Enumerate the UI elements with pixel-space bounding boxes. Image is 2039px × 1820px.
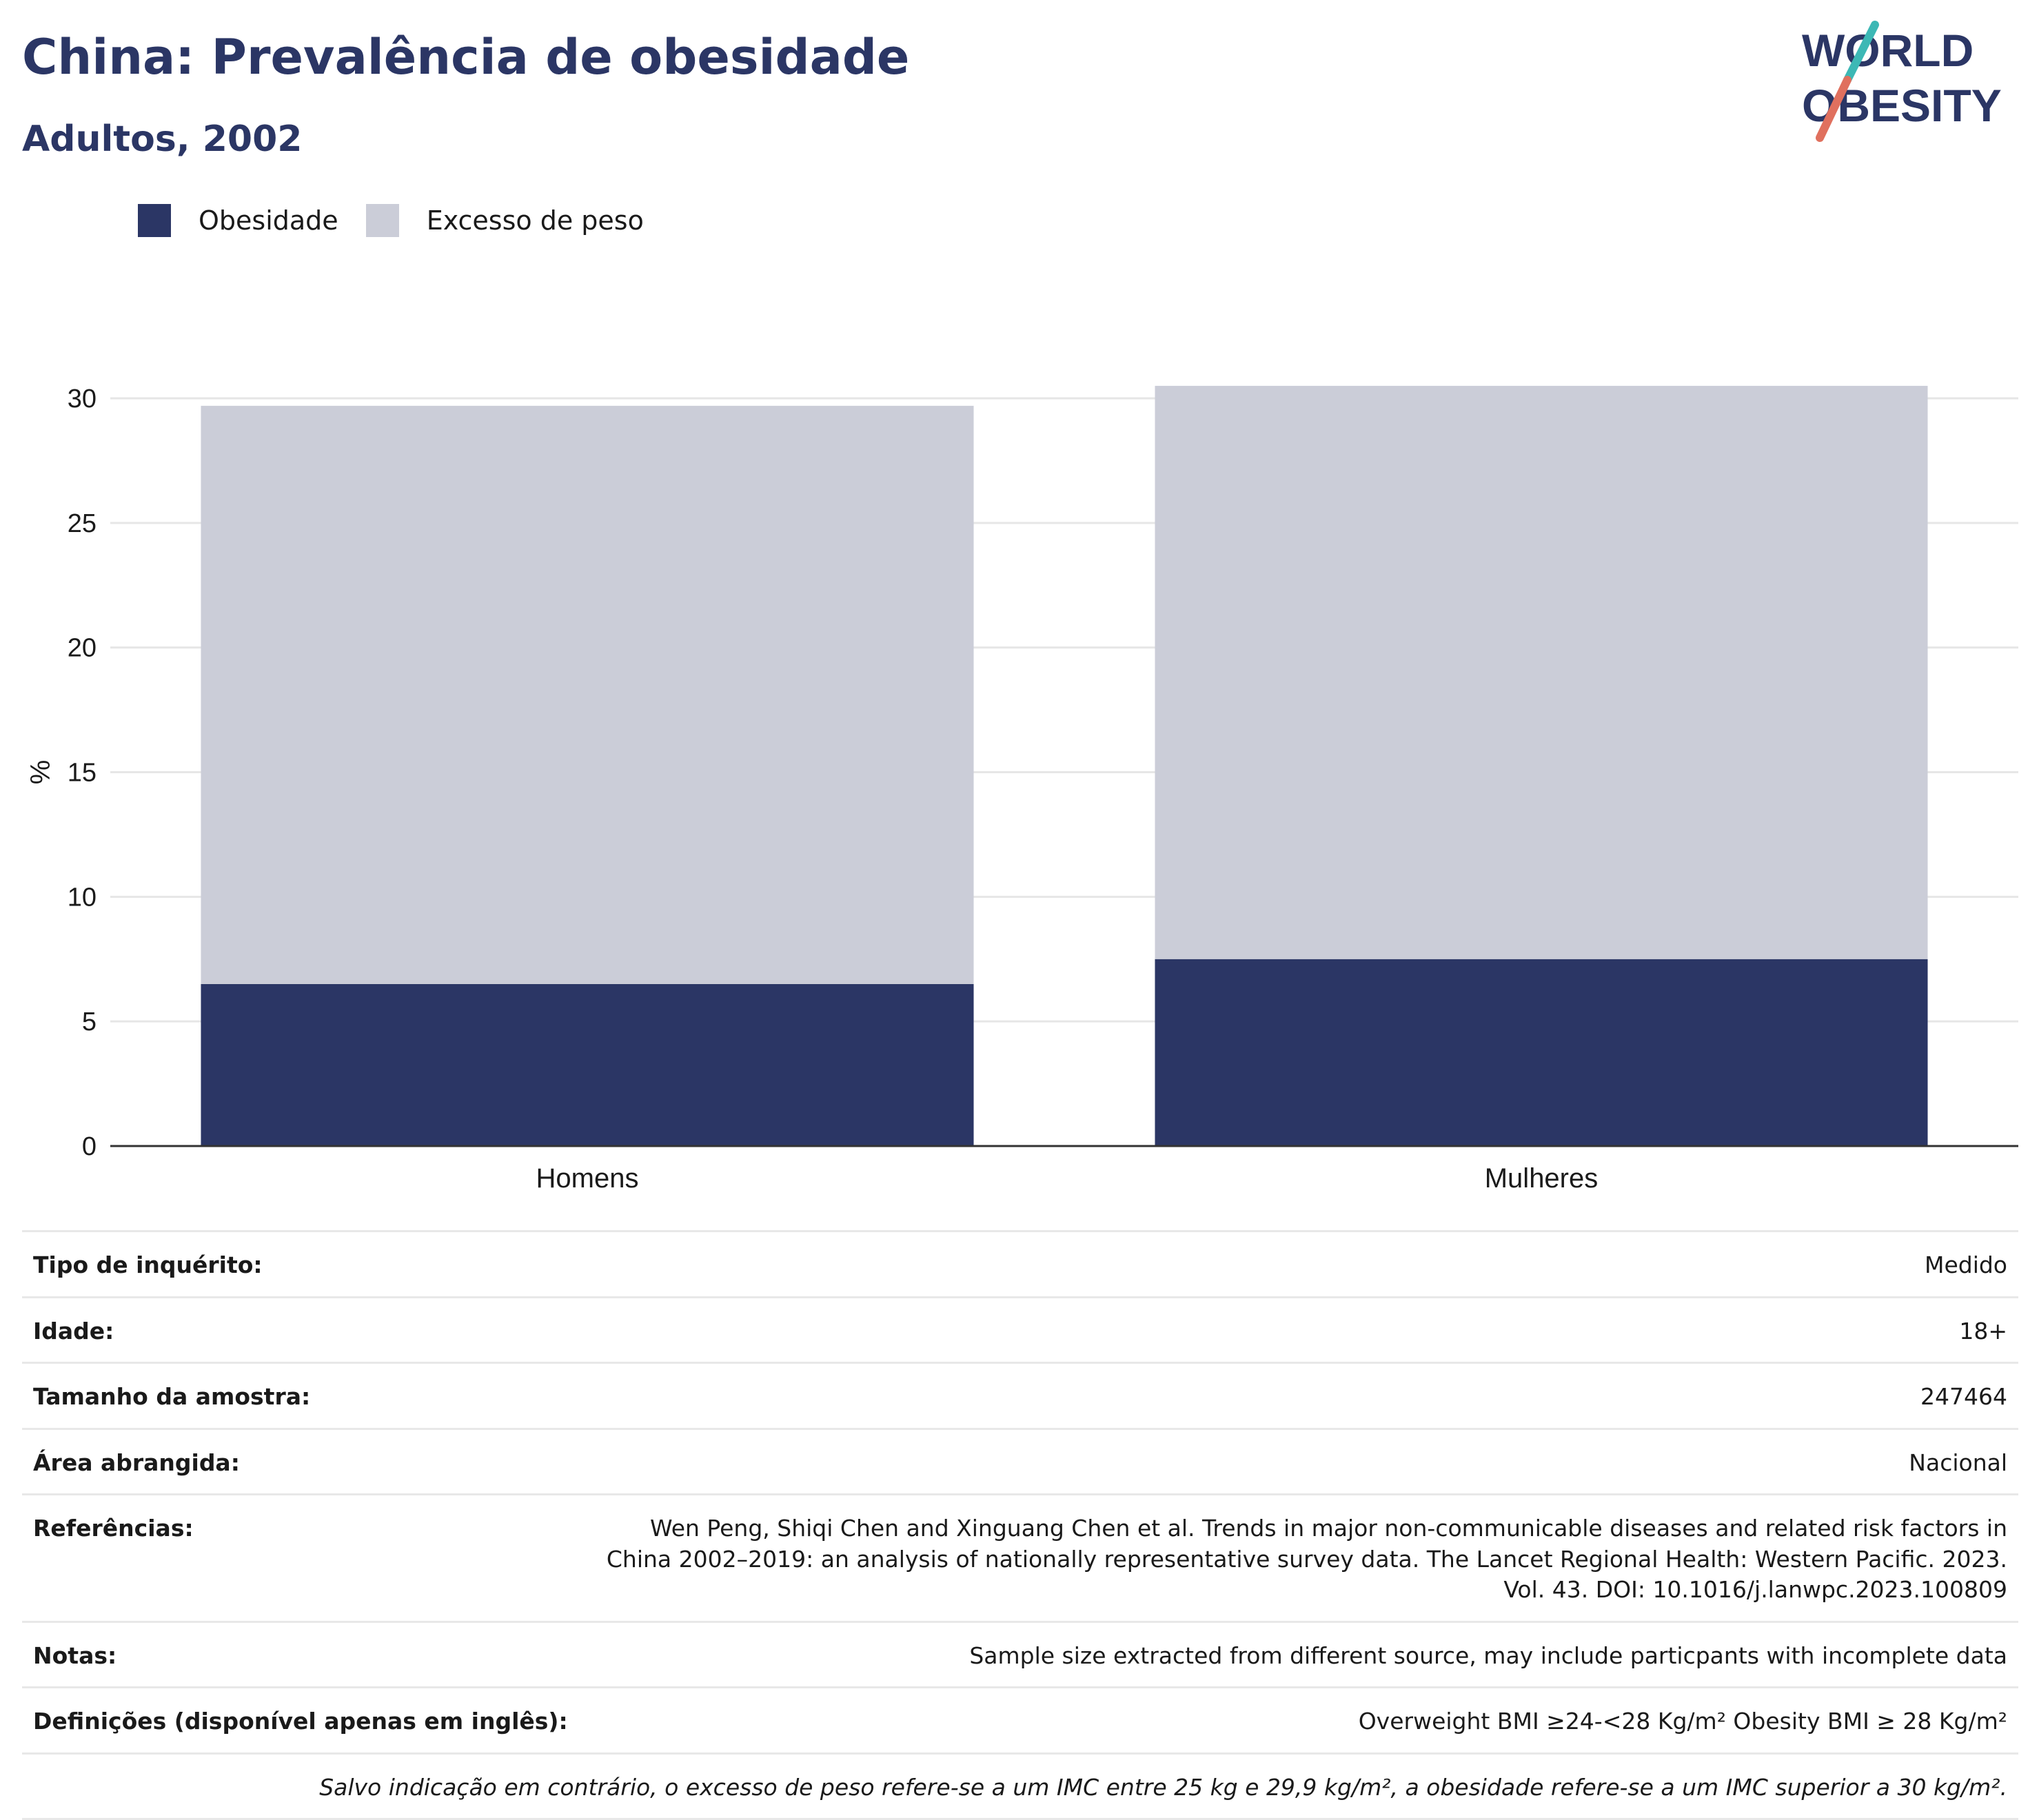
info-row: Idade: 18+	[22, 1296, 2018, 1363]
y-axis-label: %	[26, 760, 56, 785]
info-row: Área abrangida: Nacional	[22, 1427, 2018, 1495]
legend-item-overweight[interactable]: Excesso de peso	[365, 204, 644, 237]
world-obesity-logo: WORLD OBESITY	[1802, 21, 2002, 142]
page-title: China: Prevalência de obesidade	[22, 29, 910, 85]
bar-chart: 0 5 10 15 20 25 30 Homens Mulheres %	[26, 385, 2018, 1194]
info-label: Referências:	[22, 1493, 579, 1622]
info-label: Notas:	[22, 1620, 579, 1688]
y-tick-label: 20	[68, 634, 97, 663]
info-value: Nacional	[578, 1427, 2018, 1495]
bar-overweight-mulheres[interactable]	[1155, 385, 1928, 959]
info-value: Wen Peng, Shiqi Chen and Xinguang Chen e…	[578, 1493, 2018, 1622]
legend-swatch-overweight	[365, 204, 399, 237]
info-value: Medido	[578, 1230, 2018, 1298]
y-tick-label: 0	[82, 1132, 97, 1161]
x-tick-label: Mulheres	[1485, 1163, 1599, 1194]
x-tick-label: Homens	[536, 1163, 639, 1194]
y-tick-labels: 0 5 10 15 20 25 30	[68, 385, 97, 1161]
page-subtitle: Adultos, 2002	[22, 119, 303, 160]
y-tick-label: 30	[68, 385, 97, 413]
info-value: 247464	[578, 1362, 2018, 1429]
bars	[201, 385, 1928, 1146]
info-label: Definições (disponível apenas em inglês)…	[22, 1686, 579, 1754]
info-row-footnote: Salvo indicação em contrário, o excesso …	[22, 1752, 2018, 1820]
bar-obesity-mulheres[interactable]	[1155, 959, 1928, 1146]
info-row: Definições (disponível apenas em inglês)…	[22, 1686, 2018, 1754]
svg-text:WORLD: WORLD	[1802, 25, 1974, 76]
info-row: Referências: Wen Peng, Shiqi Chen and Xin…	[22, 1493, 2018, 1622]
info-row: Notas: Sample size extracted from differe…	[22, 1620, 2018, 1688]
info-label: Área abrangida:	[22, 1427, 579, 1495]
legend-item-obesity[interactable]: Obesidade	[138, 204, 338, 237]
y-tick-label: 10	[68, 883, 97, 912]
info-row: Tipo de inquérito: Medido	[22, 1230, 2018, 1298]
info-value: Sample size extracted from different sou…	[578, 1620, 2018, 1688]
info-row: Tamanho da amostra: 247464	[22, 1362, 2018, 1429]
bar-obesity-homens[interactable]	[201, 983, 974, 1146]
info-value: 18+	[578, 1296, 2018, 1363]
bar-overweight-homens[interactable]	[201, 405, 974, 984]
x-tick-labels: Homens Mulheres	[536, 1163, 1599, 1194]
chart-legend: Obesidade Excesso de peso	[138, 204, 671, 237]
info-label: Idade:	[22, 1296, 579, 1363]
legend-swatch-obesity	[138, 204, 171, 237]
survey-info-table: Tipo de inquérito: Medido Idade: 18+ Tamanho…	[22, 1230, 2018, 1820]
legend-label-obesity: Obesidade	[199, 205, 338, 236]
y-tick-label: 15	[68, 759, 97, 788]
info-value: Overweight BMI ≥24-<28 Kg/m² Obesity BMI…	[578, 1686, 2018, 1754]
footnote: Salvo indicação em contrário, o excesso …	[22, 1752, 2018, 1820]
legend-label-overweight: Excesso de peso	[426, 205, 644, 236]
info-label: Tipo de inquérito:	[22, 1230, 579, 1298]
info-label: Tamanho da amostra:	[22, 1362, 579, 1429]
y-tick-label: 5	[82, 1008, 97, 1036]
y-tick-label: 25	[68, 509, 97, 538]
